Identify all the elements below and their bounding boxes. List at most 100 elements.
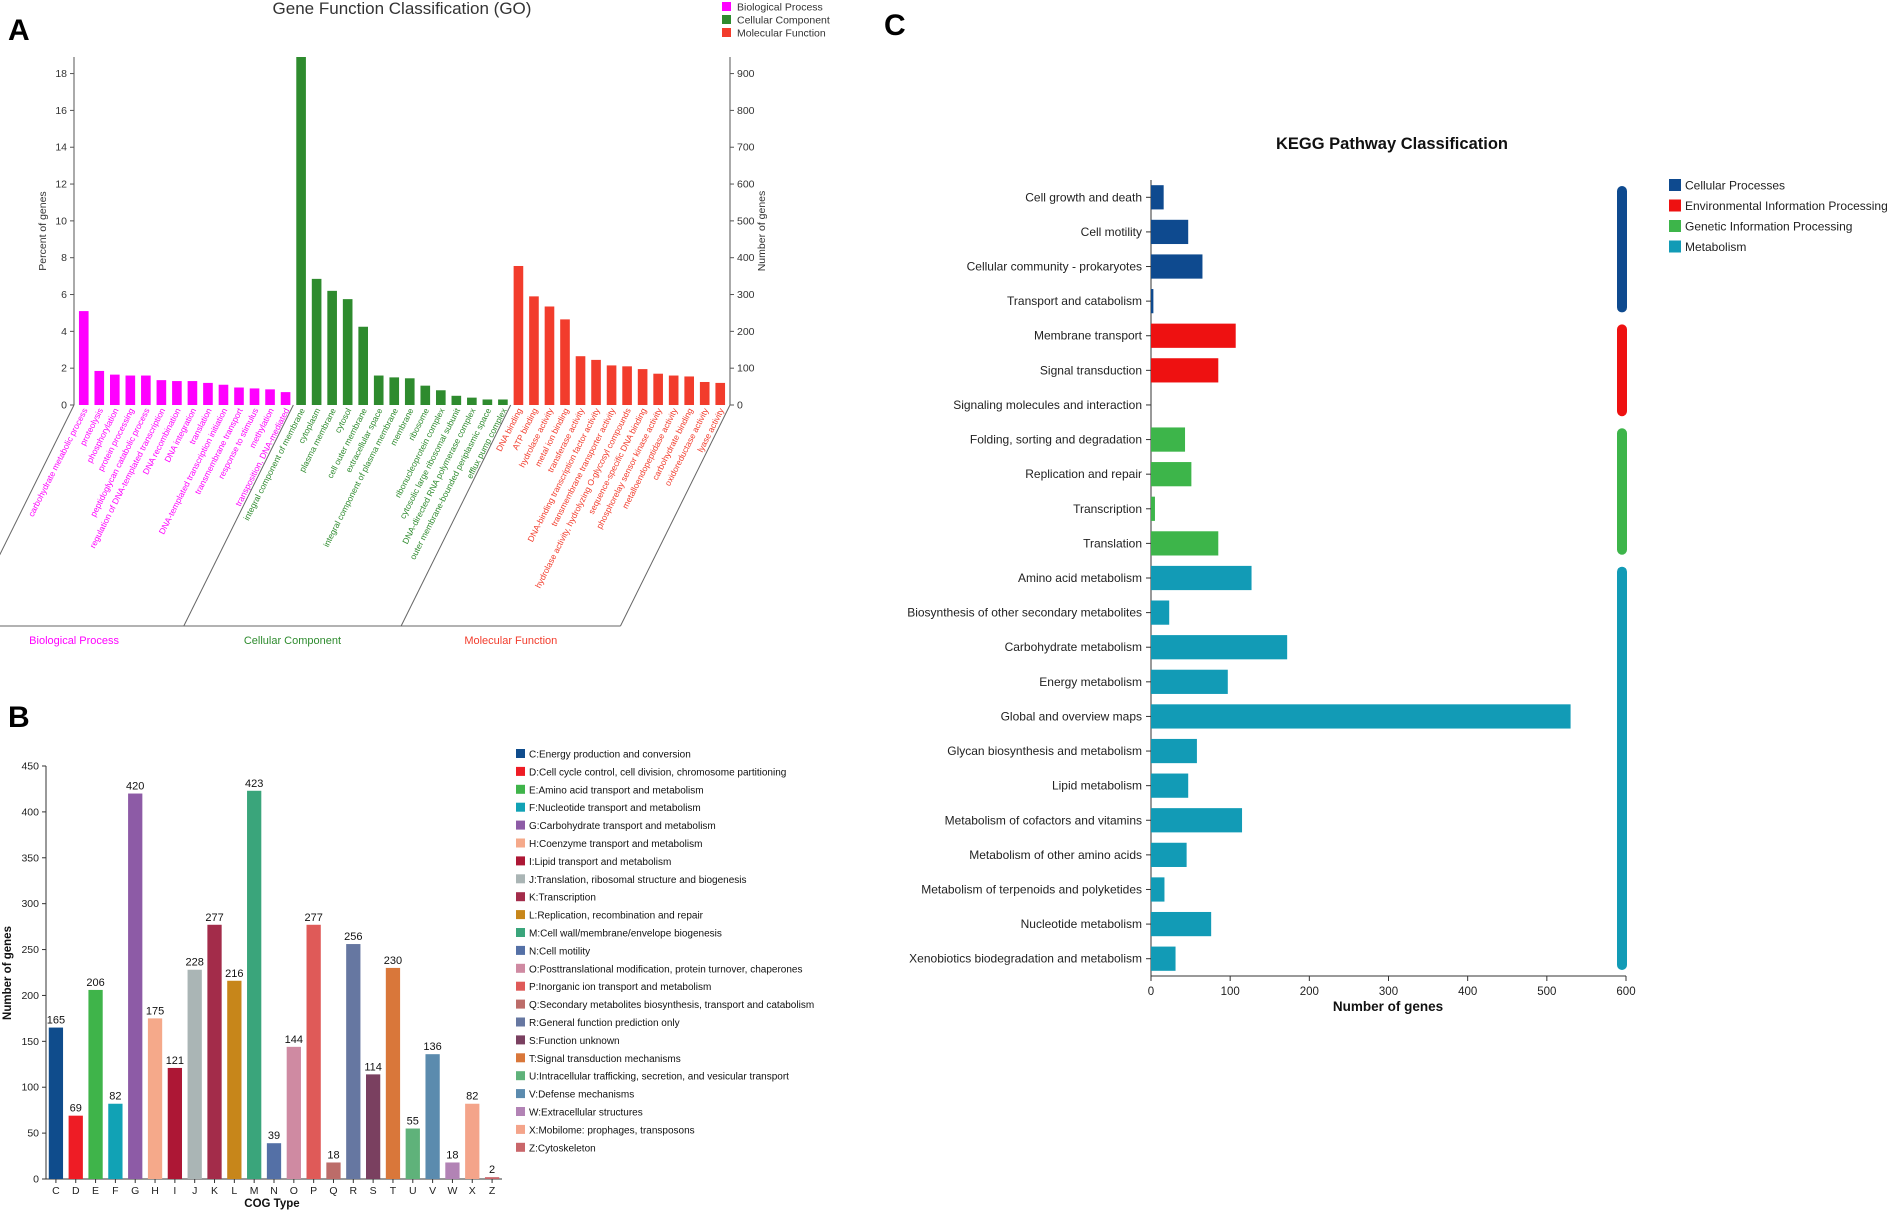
cog-legend-swatch (516, 1107, 525, 1116)
cog-legend-swatch (516, 963, 525, 973)
cog-legend-label: P:Inorganic ion transport and metabolism (529, 982, 711, 993)
go-right-axis-label: Number of genes (756, 191, 768, 272)
cog-value-label: 18 (446, 1149, 458, 1161)
go-bar (637, 369, 648, 405)
cog-legend-swatch (516, 838, 525, 848)
cog-bar (88, 989, 103, 1179)
go-bar (529, 296, 539, 405)
kegg-category-label: Metabolism of terpenoids and polyketides (921, 882, 1142, 896)
cog-value-label: 69 (70, 1103, 82, 1115)
kegg-category-label: Cell growth and death (1025, 190, 1142, 204)
cog-x-tick-label: I (173, 1185, 176, 1197)
cog-x-tick-label: R (350, 1185, 358, 1197)
cog-legend-label: F:Nucleotide transport and metabolism (529, 803, 701, 814)
cog-x-tick-label: K (211, 1185, 218, 1197)
go-left-tick-label: 4 (61, 326, 67, 338)
kegg-category-label: Global and overview maps (1001, 709, 1142, 723)
kegg-category-label: Metabolism of other amino acids (969, 848, 1142, 862)
go-bar (591, 359, 601, 405)
go-bar (513, 265, 524, 405)
go-bar (435, 390, 446, 405)
go-right-tick-label: 0 (737, 400, 743, 412)
cog-legend-label: L:Replication, recombination and repair (529, 911, 704, 922)
panel-label-b: B (8, 701, 30, 734)
cog-bar (405, 1128, 420, 1179)
kegg-category-label: Translation (1083, 536, 1142, 550)
kegg-x-tick-label: 100 (1221, 986, 1240, 998)
go-bar (234, 387, 244, 405)
kegg-bar (1151, 496, 1155, 521)
cog-bar (365, 1074, 381, 1179)
cog-legend-label: H:Coenzyme transport and metabolism (529, 839, 702, 850)
kegg-legend-label: Cellular Processes (1685, 179, 1785, 193)
cog-bar (68, 1115, 83, 1179)
cog-legend-label: Z:Cytoskeleton (529, 1143, 596, 1154)
kegg-category-label: Replication and repair (1025, 467, 1142, 481)
go-legend-label: Cellular Component (737, 15, 830, 27)
cog-bar (147, 1018, 163, 1179)
go-legend-swatch (722, 28, 731, 37)
go-group-label: Cellular Component (244, 635, 341, 647)
kegg-category-label: Energy metabolism (1039, 675, 1142, 689)
cog-legend-swatch (516, 999, 525, 1009)
cog-bar (346, 944, 361, 1179)
go-frame-line (183, 404, 294, 627)
go-frame-line (0, 404, 75, 556)
go-left-tick-label: 18 (55, 68, 67, 80)
kegg-group-bracket (1617, 428, 1627, 555)
kegg-legend-swatch (1669, 220, 1681, 232)
cog-x-tick-label: J (192, 1185, 197, 1197)
kegg-category-label: Membrane transport (1034, 329, 1143, 343)
cog-x-axis-label: COG Type (244, 1198, 299, 1210)
cog-legend-label: V:Defense mechanisms (529, 1090, 634, 1101)
go-bar (544, 306, 555, 405)
cog-x-tick-label: P (310, 1185, 317, 1197)
cog-legend-swatch (516, 820, 525, 830)
go-bar (404, 378, 415, 405)
go-bar (296, 57, 306, 405)
cog-x-tick-label: H (151, 1185, 159, 1197)
cog-x-tick-label: U (409, 1185, 417, 1197)
kegg-bar (1151, 254, 1203, 279)
kegg-group-bracket (1617, 186, 1627, 313)
go-bar (141, 375, 151, 405)
cog-x-tick-label: F (112, 1185, 118, 1197)
cog-chart: 0 50 100 150 200 250 300 350 400 450 Number of gen… (2, 749, 814, 1210)
cog-value-label: 230 (384, 955, 402, 967)
go-bar (265, 389, 275, 405)
cog-legend-label: D:Cell cycle control, cell division, chr… (529, 767, 786, 778)
cog-value-label: 228 (186, 957, 204, 969)
go-frame-line (620, 404, 731, 627)
cog-y-tick-label: 50 (27, 1128, 39, 1140)
cog-bar (306, 924, 321, 1179)
cog-value-label: 136 (423, 1041, 441, 1053)
kegg-bar (1151, 877, 1165, 902)
cog-legend-label: C:Energy production and conversion (529, 750, 691, 761)
kegg-category-label: Biosynthesis of other secondary metaboli… (907, 606, 1142, 620)
go-bar (482, 399, 493, 405)
cog-value-label: 114 (364, 1061, 382, 1073)
go-bar (358, 326, 369, 405)
go-bar (420, 385, 431, 405)
kegg-bar (1151, 773, 1189, 798)
go-bar (125, 375, 136, 405)
kegg-category-label: Folding, sorting and degradation (970, 433, 1142, 447)
cog-value-label: 175 (146, 1005, 164, 1017)
cog-legend-label: J:Translation, ribosomal structure and b… (529, 875, 747, 886)
kegg-bar (1151, 600, 1170, 625)
go-right-tick-label: 200 (737, 326, 755, 338)
cog-legend-label: E:Amino acid transport and metabolism (529, 785, 704, 796)
kegg-x-tick-label: 500 (1537, 986, 1556, 998)
kegg-bar (1151, 704, 1571, 729)
go-bar (94, 370, 105, 405)
kegg-bar (1151, 635, 1288, 660)
go-left-tick-label: 6 (61, 289, 67, 301)
kegg-bar (1151, 358, 1219, 383)
cog-legend-label: I:Lipid transport and metabolism (529, 857, 671, 868)
go-bar (575, 356, 586, 405)
kegg-category-label: Cellular community - prokaryotes (967, 260, 1142, 274)
kegg-legend-label: Environmental Information Processing (1685, 199, 1888, 213)
cog-value-label: 216 (225, 968, 243, 980)
cog-value-label: 165 (47, 1015, 65, 1027)
kegg-bar (1151, 462, 1192, 487)
